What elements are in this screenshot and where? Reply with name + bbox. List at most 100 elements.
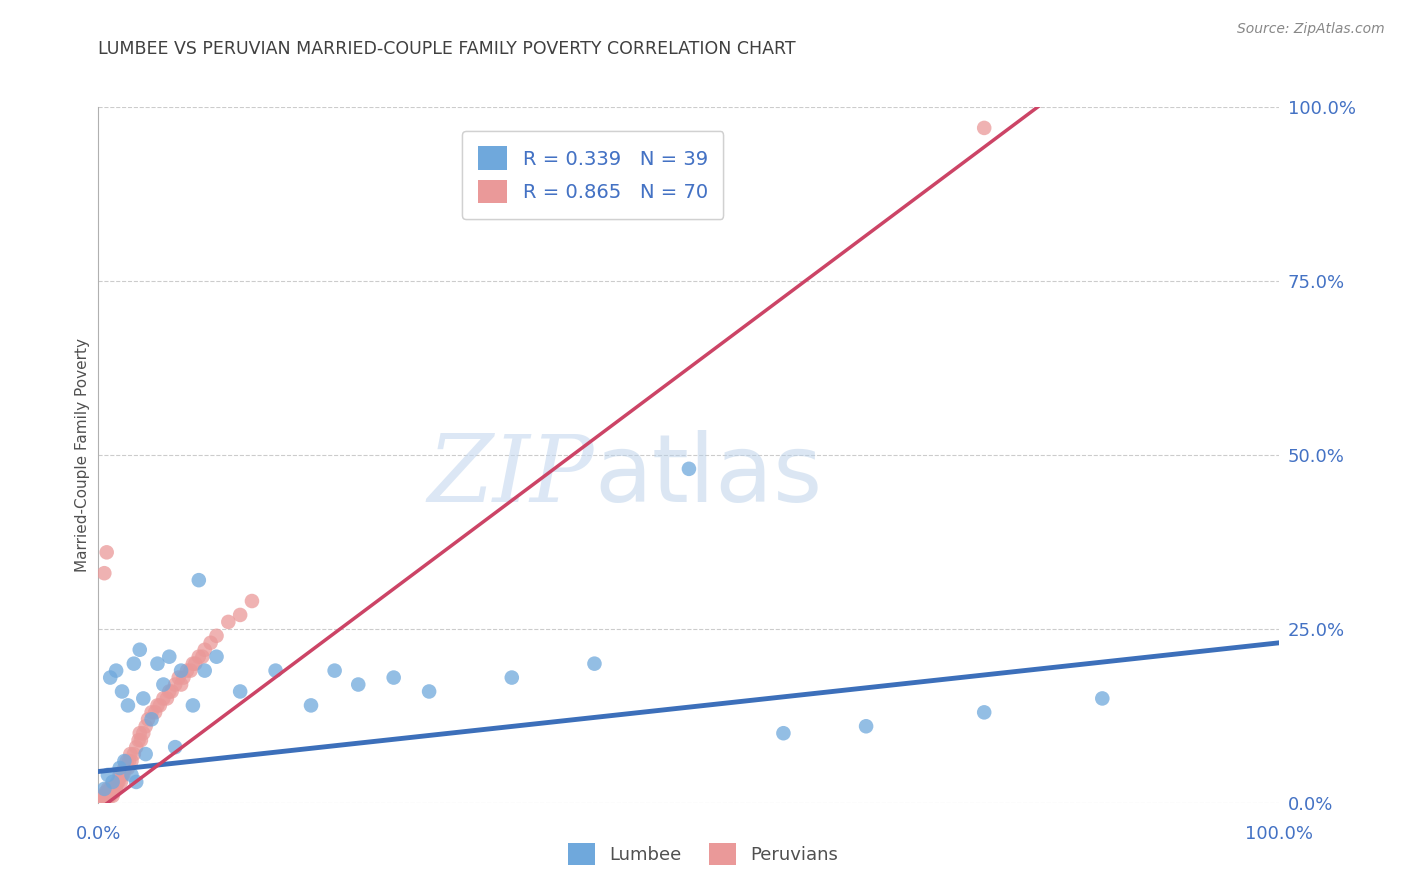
Point [152,691,174,706]
Point [170,664,193,678]
Text: LUMBEE VS PERUVIAN MARRIED-COUPLE FAMILY POVERTY CORRELATION CHART: LUMBEE VS PERUVIAN MARRIED-COUPLE FAMILY… [98,40,796,58]
Point [141,712,163,726]
Point [152,677,174,691]
Point [91,790,114,805]
Point [184,657,207,671]
Text: 0.0%: 0.0% [76,825,121,843]
Point [146,657,169,671]
Point [114,761,136,775]
Point [229,684,252,698]
Point [111,768,134,782]
Point [112,768,135,782]
Point [146,698,169,713]
Point [678,462,700,476]
Point [104,778,127,793]
Point [855,719,877,733]
Point [120,747,142,761]
Point [121,768,143,782]
Point [157,684,180,698]
Point [323,664,346,678]
Point [96,545,118,559]
Point [98,789,121,803]
Text: ZIP: ZIP [427,431,595,521]
Point [240,594,263,608]
Point [160,684,183,698]
Point [100,781,122,796]
Point [973,706,995,720]
Point [93,781,115,796]
Point [583,657,606,671]
Point [91,789,114,803]
Text: 100.0%: 100.0% [1246,825,1313,843]
Point [418,684,440,698]
Point [136,712,159,726]
Point [115,754,138,768]
Point [105,775,128,789]
Point [170,677,193,691]
Legend: Lumbee, Peruvians: Lumbee, Peruvians [558,834,848,874]
Point [128,642,150,657]
Point [97,768,120,782]
Text: Source: ZipAtlas.com: Source: ZipAtlas.com [1237,22,1385,37]
Point [128,726,150,740]
Point [105,781,128,796]
Point [107,775,129,789]
Point [181,698,204,713]
Text: atlas: atlas [595,430,823,522]
Point [125,775,148,789]
Point [105,778,128,793]
Point [98,781,121,796]
Point [973,120,995,135]
Point [112,761,135,775]
Point [103,785,125,799]
Point [98,671,121,685]
Point [117,761,139,775]
Point [108,768,131,782]
Point [93,566,115,581]
Point [347,677,370,691]
Point [187,573,209,587]
Point [501,671,523,685]
Point [103,781,125,796]
Point [121,754,143,768]
Point [299,698,322,713]
Point [156,691,179,706]
Point [167,671,190,685]
Point [205,629,228,643]
Point [135,719,157,733]
Point [97,781,120,796]
Point [98,785,121,799]
Point [382,671,405,685]
Point [200,636,222,650]
Point [118,754,141,768]
Point [229,607,252,622]
Point [111,684,134,698]
Point [181,657,204,671]
Point [132,726,155,740]
Point [101,781,124,796]
Point [98,789,121,803]
Point [129,733,152,747]
Point [165,677,187,691]
Point [125,740,148,755]
Point [165,740,187,755]
Point [105,664,128,678]
Point [128,733,150,747]
Point [143,706,166,720]
Y-axis label: Married-Couple Family Poverty: Married-Couple Family Poverty [75,338,90,572]
Point [135,747,157,761]
Legend: R = 0.339   N = 39, R = 0.865   N = 70: R = 0.339 N = 39, R = 0.865 N = 70 [463,130,724,219]
Point [1091,691,1114,706]
Point [264,664,287,678]
Point [101,789,124,803]
Point [100,785,122,799]
Point [112,754,135,768]
Point [122,657,145,671]
Point [122,747,145,761]
Point [180,664,202,678]
Point [187,649,209,664]
Point [108,761,131,775]
Point [772,726,794,740]
Point [191,649,214,664]
Point [217,615,239,629]
